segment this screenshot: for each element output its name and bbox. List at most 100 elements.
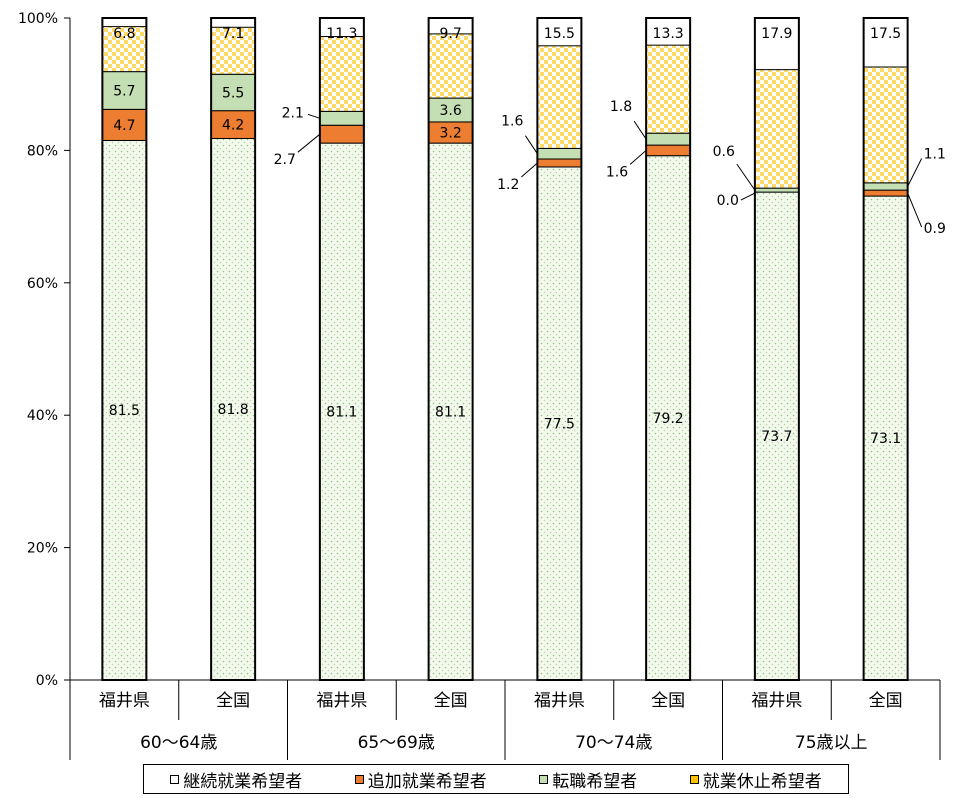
bar-segment-転職希望者 (536, 147, 582, 160)
bar-segment-追加就業希望者 (645, 144, 691, 157)
leader-line (629, 150, 647, 165)
category-label: 福井県 (316, 691, 367, 711)
leader-line (307, 113, 321, 119)
group-label: 60～64歳 (140, 733, 217, 753)
y-tick-label: 100% (18, 11, 58, 27)
bar-outline (318, 17, 365, 681)
legend-label: 追加就業希望者 (367, 771, 487, 792)
bar-segment-追加就業希望者 (536, 158, 582, 168)
bar-segment-就業休止希望者 (319, 36, 365, 112)
category-label: 全国 (869, 691, 903, 711)
bar-segment-就業休止希望者 (754, 69, 800, 189)
bar-segment-就業休止希望者 (428, 33, 474, 99)
bar-segment-就業休止希望者 (210, 26, 256, 75)
data-label-series-2: 0.6 (713, 144, 735, 160)
legend-item: 継続就業希望者 (170, 767, 302, 792)
category-label: 福井県 (99, 691, 150, 711)
x-axis-categories: 福井県 全国 福井県 全国 福井県 全国 福井県 全国 60～64歳 65～69歳 70～74歳 75… (69, 680, 941, 760)
data-label-series-3: 15.5 (544, 26, 575, 42)
data-label-series-1: 1.6 (606, 164, 628, 180)
y-tick-label: 0% (36, 673, 58, 689)
bar-segment-就業休止希望者 (645, 44, 691, 134)
bar-segment-就業休止希望者 (536, 45, 582, 149)
bar-outline (536, 17, 583, 681)
category-label: 全国 (434, 691, 468, 711)
data-labels: 81.5 6.8 4.7 5.7 81.8 7.1 4.2 5.5 81.1 11.3 2.1 2.7… (109, 26, 946, 447)
bar-segment-継続就業希望者 (754, 191, 800, 681)
group-label: 70～74歳 (575, 733, 652, 753)
data-label-series-0: 79.2 (653, 411, 684, 427)
y-tick-label: 20% (27, 541, 58, 557)
data-label-series-0: 73.7 (761, 429, 792, 445)
data-label-series-2: 5.5 (222, 85, 244, 101)
data-label-series-1: 2.7 (274, 152, 296, 168)
data-label-series-1: 0.0 (717, 193, 739, 209)
legend-label: 転職希望者 (552, 771, 638, 792)
data-label-series-3: 11.3 (326, 26, 357, 42)
category-label: 全国 (651, 691, 685, 711)
bars (101, 17, 909, 681)
bar-segment-継続就業希望者 (428, 142, 474, 681)
bar-segment-転職希望者 (319, 110, 365, 126)
bar-segment-転職希望者 (645, 132, 691, 146)
bar-segment-転職希望者 (754, 187, 800, 193)
category-label: 福井県 (534, 691, 585, 711)
bar-segment-追加就業希望者 (863, 189, 909, 197)
y-tick-label: 80% (27, 143, 58, 159)
bar-segment-就業休止希望者 (863, 66, 909, 184)
data-label-series-3: 17.9 (761, 26, 792, 42)
bar-outline (862, 17, 909, 681)
data-label-series-3: 6.8 (113, 26, 135, 42)
leader-line (633, 120, 647, 140)
legend-item: 転職希望者 (539, 767, 637, 792)
leader-line (907, 192, 923, 228)
data-label-series-3: 7.1 (222, 26, 244, 42)
bar-segment-継続就業希望者 (536, 166, 582, 681)
data-label-series-2: 5.7 (113, 83, 135, 99)
data-label-series-3: 13.3 (653, 26, 684, 42)
data-label-series-1: 3.2 (439, 126, 461, 142)
data-label-series-0: 81.1 (435, 405, 466, 421)
data-label-series-1: 1.2 (497, 177, 519, 193)
data-label-series-3: 9.7 (439, 26, 461, 42)
bar-outline (753, 17, 800, 681)
data-label-series-0: 77.5 (544, 416, 575, 432)
bar-segment-追加就業希望者 (101, 108, 147, 141)
data-label-series-0: 81.5 (109, 403, 140, 419)
leader-line (736, 163, 756, 191)
legend-swatch (539, 774, 549, 784)
axes: 0% 20% 40% 60% 80% 100% (18, 11, 940, 689)
bar-segment-追加就業希望者 (319, 124, 365, 144)
legend-item: 追加就業希望者 (354, 767, 487, 792)
leader-line (524, 135, 538, 154)
leader-line (297, 133, 321, 153)
legend-label: 就業休止希望者 (702, 771, 822, 792)
category-label: 全国 (216, 691, 250, 711)
data-label-series-2: 1.1 (924, 146, 946, 162)
data-label-series-0: 81.8 (218, 402, 249, 418)
legend: 継続就業希望者 追加就業希望者 転職希望者 就業休止希望者 (143, 764, 849, 794)
data-label-series-3: 17.5 (870, 26, 901, 42)
bar-segment-継続就業希望者 (319, 142, 365, 681)
data-label-series-1: 4.2 (222, 118, 244, 134)
legend-label: 継続就業希望者 (183, 771, 303, 792)
data-label-series-0: 81.1 (326, 405, 357, 421)
legend-swatch (170, 774, 180, 784)
bar-outline (210, 17, 257, 681)
y-tick-label: 40% (27, 408, 58, 424)
legend-item: 就業休止希望者 (689, 767, 822, 792)
data-label-series-0: 73.1 (870, 431, 901, 447)
legend-swatch (354, 774, 364, 784)
leader-line (907, 158, 923, 187)
bar-outline (101, 17, 148, 681)
leader-line (521, 162, 538, 178)
leader-line (740, 192, 756, 201)
data-label-series-2: 1.6 (501, 114, 523, 130)
bar-outline (645, 17, 692, 681)
group-label: 65～69歳 (358, 733, 435, 753)
data-label-series-2: 3.6 (439, 103, 461, 119)
category-label: 福井県 (751, 691, 802, 711)
bar-outline (427, 17, 474, 681)
y-tick-label: 60% (27, 276, 58, 292)
